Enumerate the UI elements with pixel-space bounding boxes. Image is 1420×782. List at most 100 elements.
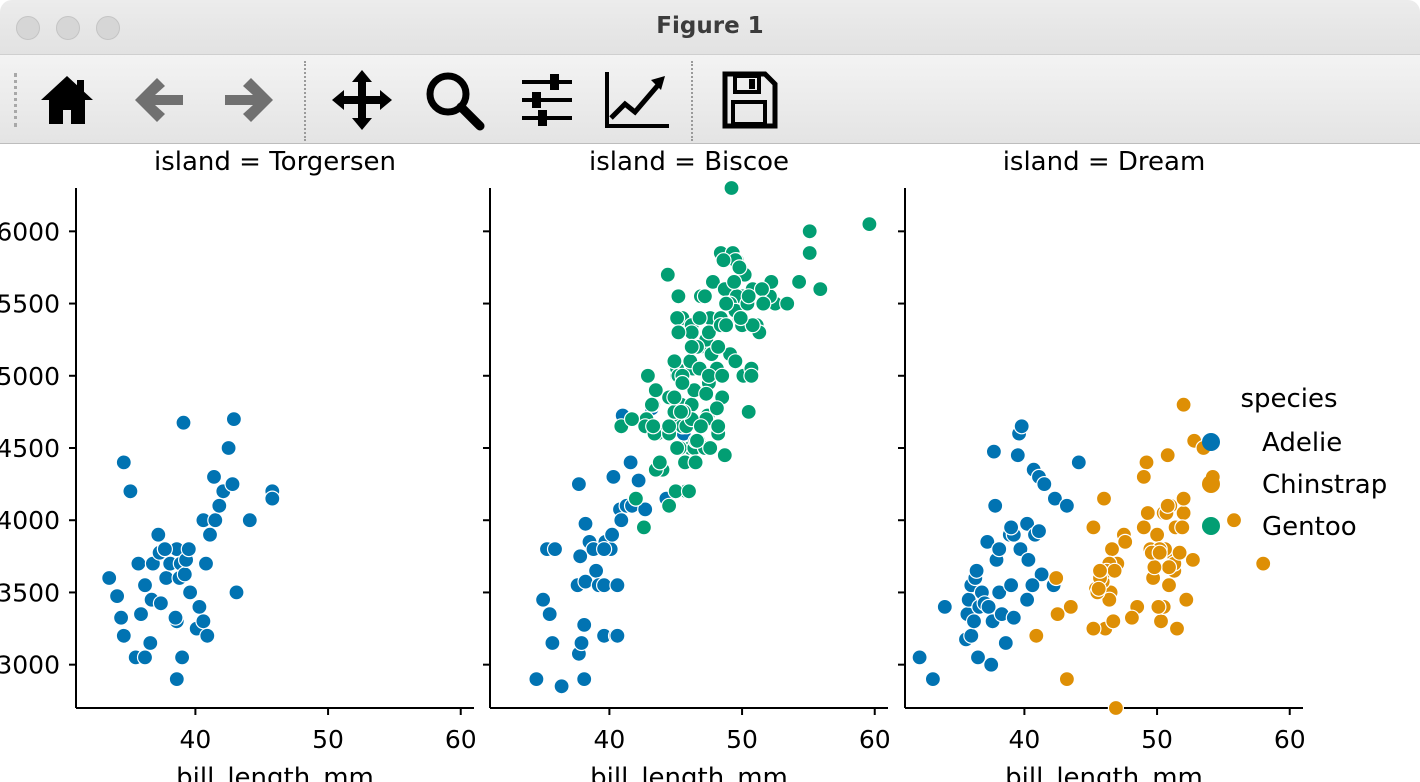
figure-canvas[interactable]: island = Torgersen 3000 3500 4000 4500 5000 55… [0, 144, 1420, 782]
sliders-icon [522, 74, 572, 126]
panel-3-point-chinstrap [1184, 551, 1202, 568]
panel-2-point-gentoo [740, 288, 757, 305]
panel-2-point-adelie [570, 476, 588, 493]
move-icon [332, 70, 392, 130]
panel-2-point-gentoo [801, 244, 818, 262]
panel-2-point-adelie [577, 515, 594, 532]
panel-2-point-gentoo [812, 281, 829, 298]
panel-3-point-chinstrap [1049, 606, 1066, 623]
panel-1-x-tick-label: 40 [179, 725, 211, 754]
panel-3-point-adelie [968, 562, 985, 579]
panel-2-point-gentoo [717, 295, 735, 312]
panel-3-point-chinstrap [1160, 577, 1178, 594]
panel-2-point-gentoo [668, 439, 686, 457]
panel-1-point-adelie [201, 526, 219, 543]
panel-1-point-adelie [101, 569, 118, 587]
panel-1-point-adelie [130, 555, 147, 572]
panel-3-point-chinstrap [1117, 533, 1134, 550]
panel-2-point-adelie [603, 526, 621, 543]
panel-2-x-label: bill_length_mm [590, 763, 788, 782]
panel-2-point-gentoo [668, 309, 686, 327]
panel-1-x-tick-label: 60 [445, 725, 477, 754]
panel-1-point-adelie [167, 609, 184, 626]
panel-1-point-adelie [156, 541, 173, 558]
panel-3-title: island = Dream [1003, 147, 1206, 177]
panel-1-point-adelie [195, 613, 212, 630]
zoom-button[interactable] [419, 65, 489, 135]
save-button[interactable] [714, 65, 784, 135]
panel-2-point-gentoo [704, 273, 722, 290]
panel-3-point-chinstrap [1085, 519, 1102, 536]
panel-3-point-chinstrap [1101, 591, 1118, 608]
panel-2-point-gentoo [744, 317, 761, 334]
panel-2-point-gentoo [790, 273, 808, 290]
panel-2-point-adelie [609, 627, 626, 644]
panel-3-point-adelie [1024, 577, 1041, 594]
zoom-window-button[interactable] [96, 16, 120, 40]
panel-2-point-gentoo [672, 403, 690, 420]
panel-3-point-chinstrap [1135, 468, 1152, 485]
home-icon [41, 76, 93, 124]
minimize-window-button[interactable] [56, 16, 80, 40]
panel-3-point-adelie [1005, 609, 1022, 626]
panel-3-x-label: bill_length_mm [1005, 763, 1203, 782]
panel-3-point-chinstrap [1175, 504, 1192, 522]
panel-3-x-tick-label: 60 [1274, 725, 1306, 754]
toolbar-separator [691, 61, 693, 141]
panel-3-point-chinstrap [1062, 598, 1079, 615]
panel-2-point-gentoo [659, 266, 676, 283]
panel-3-point-chinstrap [1085, 620, 1102, 637]
home-button[interactable] [32, 65, 102, 135]
panel-2-point-gentoo [708, 400, 726, 417]
panel-2-point-adelie [534, 591, 552, 608]
panel-2-point-gentoo [639, 367, 657, 384]
toolbar-grip[interactable] [14, 73, 17, 127]
panel-2-point-gentoo [683, 338, 700, 355]
panel-3-point-chinstrap [1123, 609, 1141, 626]
panel-1-point-adelie [205, 468, 223, 485]
close-window-button[interactable] [16, 16, 40, 40]
panel-3-point-adelie [969, 649, 987, 666]
y-tick-label: 3000 [0, 651, 60, 680]
panel-3-point-adelie [1018, 591, 1036, 608]
pan-button[interactable] [327, 65, 397, 135]
panel-3-point-chinstrap [1058, 670, 1076, 688]
panel-2-x-tick-label: 50 [726, 725, 758, 754]
panel-2-point-adelie [613, 512, 630, 529]
forward-button[interactable] [214, 65, 284, 135]
toolbar-separator [304, 61, 306, 141]
panel-3-point-chinstrap [1148, 526, 1166, 543]
panel-2-point-gentoo [647, 382, 664, 399]
panel-2-point-gentoo [688, 432, 706, 449]
panel-1-point-adelie [112, 609, 130, 626]
panel-2-point-adelie [587, 562, 605, 579]
panel-1-point-adelie [211, 497, 228, 514]
panel-3-point-adelie [1002, 519, 1020, 536]
panel-3-point-chinstrap [1105, 613, 1122, 630]
panel-2-point-gentoo [691, 309, 708, 327]
panel-1-point-adelie [241, 512, 258, 529]
line-chart-icon [605, 72, 669, 128]
navigation-toolbar [0, 55, 1420, 144]
back-button[interactable] [124, 65, 194, 135]
panel-1-point-adelie [115, 454, 132, 471]
subplots-button[interactable] [511, 65, 581, 135]
panel-2-point-gentoo [698, 385, 715, 402]
panel-3-point-adelie [997, 634, 1014, 652]
panel-2-point-gentoo [710, 418, 727, 435]
panel-3-point-adelie [1009, 447, 1026, 464]
panel-3-point-adelie [1070, 454, 1087, 471]
panel-3-point-adelie [979, 533, 996, 550]
panel-3-point-chinstrap [1146, 559, 1163, 576]
panel-3-point-adelie [1058, 497, 1076, 514]
panel-3-point-adelie [983, 656, 1000, 673]
panel-2-point-gentoo [717, 317, 735, 334]
panel-1-point-adelie [142, 634, 159, 652]
window-title: Figure 1 [656, 13, 764, 39]
axes-edit-button[interactable] [602, 65, 672, 135]
panel-2-point-adelie [573, 634, 590, 652]
panel-1-point-adelie [182, 584, 199, 601]
panel-3-point-chinstrap [1174, 519, 1191, 536]
panel-3-point-chinstrap [1178, 591, 1195, 608]
